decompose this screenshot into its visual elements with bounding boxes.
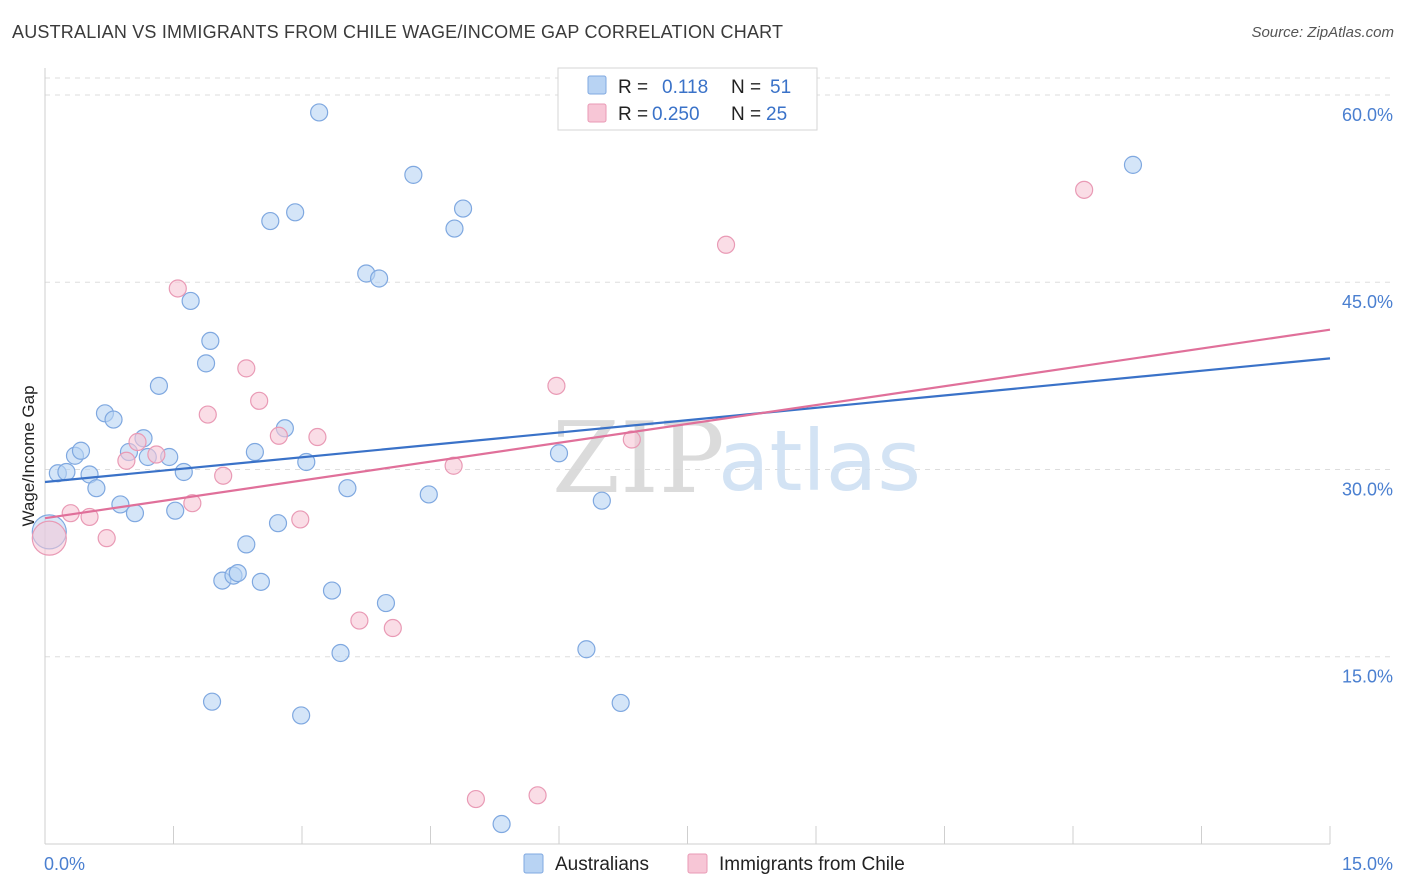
y-tick-label: 60.0% [1342,105,1393,125]
point-australians [331,643,350,663]
point-australians [201,331,220,350]
axes [44,68,1331,845]
point-australians [104,410,123,429]
point-australians [87,479,106,498]
legend-n-label-1: N = [731,77,761,98]
point-australians [166,501,185,520]
point-chile [237,359,256,378]
point-chile [117,451,136,470]
point-australians [268,514,288,533]
chart-title: AUSTRALIAN VS IMMIGRANTS FROM CHILE WAGE… [12,22,784,42]
point-chile [547,376,566,395]
point-australians [71,441,91,460]
y-tick-labels: 15.0% 30.0% 45.0% 60.0% [1342,105,1393,687]
legend-n-value-2: 25 [766,104,787,125]
y-axis-label: Wage/Income Gap [19,385,38,526]
point-australians [196,354,216,373]
point-chile [308,427,327,447]
y-tick-label: 15.0% [1342,667,1393,687]
legend-r-value-2: 0.250 [652,104,700,125]
watermark-zip: ZIP [552,402,725,516]
point-australians [611,693,630,713]
point-chile [350,611,369,630]
point-australians [292,706,311,725]
point-australians [1123,155,1143,174]
point-australians [577,640,596,659]
legend-n-label-2: N = [731,104,761,125]
point-australians [251,572,270,591]
point-australians [237,535,256,554]
point-australians [592,491,611,510]
point-australians [286,203,305,222]
trend-lines [44,328,1331,520]
point-australians [370,269,389,288]
point-australians [404,165,423,184]
point-australians [376,593,396,613]
point-chile [291,510,310,529]
legend-r-label-1: R = [618,77,648,98]
watermark: ZIP atlas [552,402,921,516]
watermark-atlas: atlas [718,412,921,510]
point-chile [1075,180,1094,199]
point-australians [322,581,342,600]
point-chile [97,529,116,548]
trend-line-australians [44,357,1331,484]
point-australians [228,563,247,583]
y-tick-label: 45.0% [1342,292,1393,312]
point-australians [492,814,511,834]
y-tick-label: 30.0% [1342,479,1393,499]
point-chile [31,520,67,556]
point-chile [214,466,233,485]
data-points [31,103,1143,834]
point-australians [453,199,473,218]
point-chile [168,279,187,298]
bottom-legend-australians: Australians [555,854,649,875]
legend-n-value-1: 51 [770,77,791,98]
x-tick-label-min: 0.0% [44,854,85,874]
point-australians [261,211,280,231]
point-chile [466,789,486,809]
x-tick-labels: 0.0% 15.0% [44,854,1393,874]
point-australians [338,479,357,498]
point-australians [419,485,438,504]
point-chile [147,445,166,464]
point-australians [181,291,200,311]
point-chile [128,432,147,452]
source-label: Source: ZipAtlas.com [1251,24,1394,41]
point-australians [149,376,169,395]
point-chile [383,618,402,638]
legend-r-value-1: 0.118 [662,77,708,98]
point-chile [183,494,202,513]
top-legend: R = 0.118 N = 51 R = 0.250 N = 25 [557,67,818,131]
legend-r-label-2: R = [618,104,648,125]
point-australians [174,462,193,482]
bottom-legend: Australians Immigrants from Chile [523,853,905,875]
legend-swatch-australians [587,75,607,95]
bottom-legend-swatch-chile [687,853,708,874]
x-tick-label-max: 15.0% [1342,854,1393,874]
bottom-legend-swatch-australians [523,853,544,874]
point-australians [245,442,264,462]
point-australians [125,504,145,523]
legend-swatch-chile [587,103,607,123]
point-australians [202,692,222,711]
point-australians [57,462,76,482]
trend-line-chile [44,328,1331,520]
bottom-legend-chile: Immigrants from Chile [719,854,905,875]
point-chile [528,786,547,805]
point-australians [310,103,329,122]
point-chile [269,426,288,445]
point-australians [445,219,464,238]
point-chile [716,235,736,254]
point-australians [549,444,569,463]
point-chile [250,391,269,410]
point-chile [198,405,217,424]
